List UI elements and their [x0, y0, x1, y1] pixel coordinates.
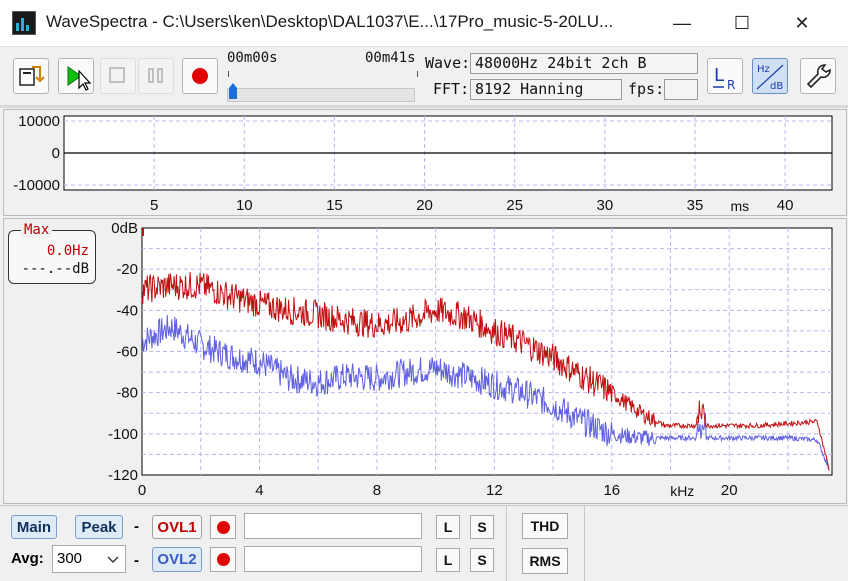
spectrum-y-tick-label: 0dB	[111, 220, 138, 237]
record-icon	[216, 520, 230, 534]
waveform-y-tick-label: 10000	[18, 113, 60, 130]
hz-db-scale-button[interactable]: Hz dB	[752, 58, 788, 94]
wave-format-display: 48000Hz 24bit 2ch B	[470, 53, 698, 74]
waveform-x-tick-label: 15	[326, 197, 343, 214]
spectrum-y-tick-label: -120	[108, 467, 138, 484]
waveform-x-tick-label: 40	[777, 197, 794, 214]
avg-select[interactable]: 300	[52, 545, 126, 573]
main-button[interactable]: Main	[11, 515, 57, 539]
svg-text:dB: dB	[770, 81, 783, 92]
fft-label: FFT:	[433, 80, 470, 98]
spectrum-peak-marker	[142, 228, 144, 236]
spectrum-x-tick-label: 12	[486, 482, 503, 499]
fps-label: fps:	[628, 80, 665, 98]
ovl2-record-button[interactable]	[210, 547, 236, 572]
spectrum-y-tick-label: -80	[116, 385, 138, 402]
peak-frequency: 0.0Hz	[46, 243, 89, 259]
ovl1-record-button[interactable]	[210, 515, 236, 539]
peak-level: ---.--dB	[21, 261, 89, 277]
fft-setting-display[interactable]: 8192 Hanning	[470, 79, 622, 100]
peak-button[interactable]: Peak	[75, 515, 123, 539]
peak-readout-box: Max 0.0Hz ---.--dB	[8, 222, 96, 284]
stop-icon	[109, 67, 125, 83]
waveform-x-unit-label: ms	[731, 198, 750, 214]
time-start-label: 00m00s	[227, 50, 278, 66]
waveform-y-tick-label: 0	[52, 145, 60, 162]
spectrum-series-blue-line	[141, 314, 830, 471]
dash-separator-1: -	[134, 518, 139, 535]
ovl2-save-button[interactable]: S	[470, 548, 494, 572]
settings-button[interactable]	[800, 58, 836, 94]
fps-display	[664, 79, 698, 100]
minimize-button[interactable]: —	[673, 12, 691, 33]
waveform-x-tick-label: 5	[150, 197, 158, 214]
record-icon	[192, 68, 208, 84]
time-scale	[228, 71, 418, 77]
avg-select-value: 300	[57, 550, 83, 567]
close-button[interactable]: ✕	[794, 12, 810, 33]
svg-text:R: R	[727, 78, 735, 92]
position-slider[interactable]	[227, 88, 415, 102]
title-bar: WaveSpectra - C:\Users\ken\Desktop\DAL10…	[0, 0, 848, 47]
wave-label: Wave:	[425, 54, 471, 72]
svg-text:L: L	[714, 65, 724, 86]
spectrum-y-tick-label: -40	[116, 302, 138, 319]
ovl2-button[interactable]: OVL2	[152, 547, 202, 572]
spectrum-series-red-line	[141, 271, 830, 471]
ovl2-name-field[interactable]	[244, 546, 422, 572]
thd-button[interactable]: THD	[522, 513, 568, 539]
waveform-x-tick-label: 25	[506, 197, 523, 214]
wrench-icon	[806, 64, 831, 89]
maximize-button[interactable]: ☐	[733, 12, 751, 33]
waveform-x-tick-label: 20	[416, 197, 433, 214]
ovl1-name-field[interactable]	[244, 513, 422, 539]
open-file-button[interactable]	[13, 58, 49, 94]
spectrum-y-tick-label: -20	[116, 261, 138, 278]
window-title: WaveSpectra - C:\Users\ken\Desktop\DAL10…	[46, 12, 614, 31]
wavespectra-app-icon	[12, 11, 36, 35]
waveform-x-tick-label: 35	[687, 197, 704, 214]
dash-separator-2: -	[134, 552, 139, 569]
pause-button[interactable]	[138, 58, 174, 94]
ovl1-save-button[interactable]: S	[470, 515, 494, 539]
spectrum-x-tick-label: 20	[721, 482, 738, 499]
bottom-control-bar: Main Peak - OVL1 L S THD Avg: 300 - OVL2…	[0, 505, 848, 581]
svg-text:Hz: Hz	[757, 64, 770, 75]
chevron-down-icon	[107, 556, 119, 563]
record-button[interactable]	[182, 58, 218, 94]
toolbar: 00m00s 00m41s Wave: 48000Hz 24bit 2ch B …	[0, 47, 848, 105]
spectrum-x-tick-label: 8	[373, 482, 381, 499]
spectrum-x-unit-label: kHz	[670, 483, 694, 499]
hz-db-scale-icon: Hz dB	[756, 64, 784, 92]
waveform-y-tick-label: -10000	[13, 177, 60, 194]
spectrum-x-tick-label: 4	[255, 482, 263, 499]
play-button[interactable]	[58, 58, 94, 94]
waveform-plot[interactable]: 5 10 15 20 25 30 35 40 ms 10000 0 -10000	[4, 110, 846, 215]
pause-icon	[148, 68, 163, 83]
ovl1-button[interactable]: OVL1	[152, 515, 202, 539]
time-end-label: 00m41s	[365, 50, 416, 66]
waveform-x-tick-label: 30	[597, 197, 614, 214]
peak-box-title: Max	[21, 222, 53, 238]
spectrum-y-tick-label: -100	[108, 426, 138, 443]
record-icon	[216, 553, 230, 566]
spectrum-panel: 0dB -20 -40 -60 -80 -100 -120 0 4 8 12 16 20 kHz Max …	[3, 218, 847, 504]
avg-label: Avg:	[11, 550, 44, 567]
rms-button[interactable]: RMS	[522, 548, 568, 574]
spectrum-x-tick-label: 16	[603, 482, 620, 499]
stop-button[interactable]	[100, 58, 136, 94]
waveform-x-tick-label: 10	[236, 197, 253, 214]
spectrum-y-tick-label: -60	[116, 344, 138, 361]
position-slider-thumb[interactable]	[228, 83, 238, 100]
ovl2-load-button[interactable]: L	[436, 548, 460, 572]
ovl1-load-button[interactable]: L	[436, 515, 460, 539]
lr-channel-icon: L R	[713, 65, 735, 92]
play-icon	[67, 66, 92, 91]
waveform-panel: 5 10 15 20 25 30 35 40 ms 10000 0 -10000	[3, 109, 847, 216]
spectrum-x-tick-label: 0	[138, 482, 146, 499]
open-file-icon	[19, 66, 45, 86]
lr-channel-button[interactable]: L R	[707, 58, 743, 94]
